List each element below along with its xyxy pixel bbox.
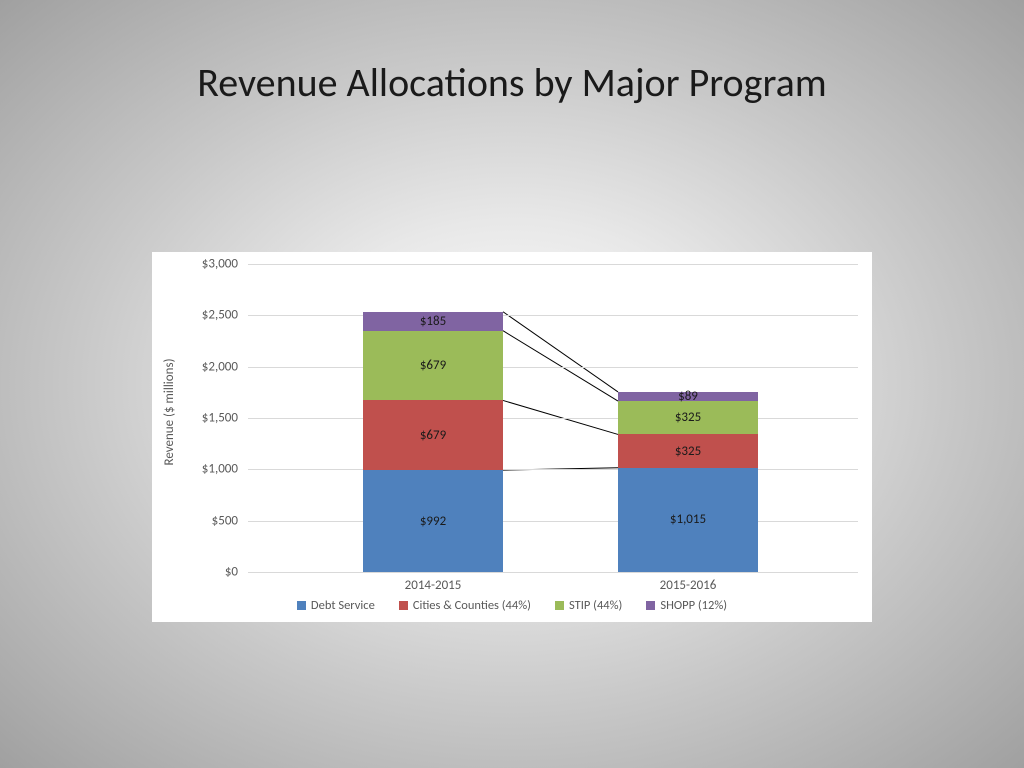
chart-container: Revenue ($ millions) $0$500$1,000$1,500$…: [152, 252, 872, 622]
grid-line: [248, 572, 858, 573]
bar-segment: $992: [363, 470, 503, 572]
bar-segment: $185: [363, 312, 503, 331]
bar-segment: $325: [618, 434, 758, 467]
legend-label: Debt Service: [311, 598, 375, 613]
legend-label: SHOPP (12%): [660, 598, 727, 613]
y-tick-label: $3,000: [158, 257, 238, 272]
legend-swatch: [555, 601, 564, 610]
y-tick-label: $2,500: [158, 308, 238, 323]
grid-line: [248, 469, 858, 470]
bar-segment: $1,015: [618, 468, 758, 572]
legend-item: Cities & Counties (44%): [399, 598, 531, 613]
legend-swatch: [646, 601, 655, 610]
y-tick-label: $0: [158, 565, 238, 580]
slide-title: Revenue Allocations by Major Program: [0, 58, 1024, 107]
grid-line: [248, 418, 858, 419]
grid-line: [248, 367, 858, 368]
grid-line: [248, 315, 858, 316]
legend-item: Debt Service: [297, 598, 375, 613]
y-tick-label: $500: [158, 513, 238, 528]
bar-segment: $325: [618, 401, 758, 434]
grid-line: [248, 521, 858, 522]
legend-swatch: [297, 601, 306, 610]
y-tick-label: $2,000: [158, 359, 238, 374]
legend-item: SHOPP (12%): [646, 598, 727, 613]
legend: Debt Service Cities & Counties (44%) STIP …: [152, 598, 872, 614]
grid-line: [248, 264, 858, 265]
y-tick-label: $1,500: [158, 411, 238, 426]
bar-segment: $679: [363, 400, 503, 470]
legend-item: STIP (44%): [555, 598, 622, 613]
bar-segment: $89: [618, 392, 758, 401]
legend-swatch: [399, 601, 408, 610]
slide: Revenue Allocations by Major Program Rev…: [0, 0, 1024, 768]
legend-label: STIP (44%): [569, 598, 622, 613]
bar-segment: $679: [363, 331, 503, 401]
y-tick-label: $1,000: [158, 462, 238, 477]
x-tick-label: 2014-2015: [363, 578, 503, 593]
plot-area: $0$500$1,000$1,500$2,000$2,500$3,000$992…: [248, 264, 858, 572]
legend-label: Cities & Counties (44%): [413, 598, 531, 613]
x-tick-label: 2015-2016: [618, 578, 758, 593]
